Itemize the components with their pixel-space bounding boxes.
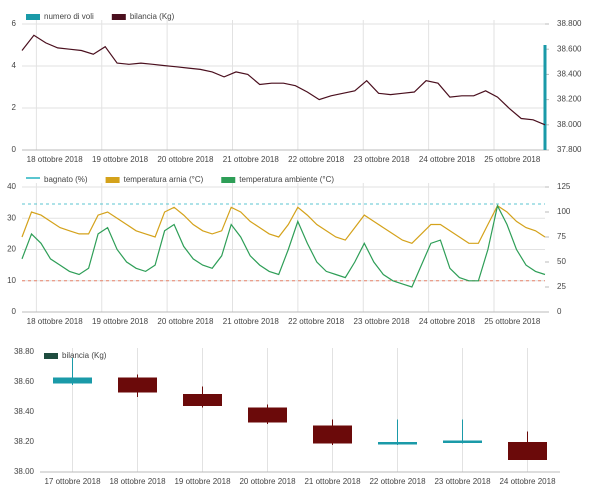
y-tick-label: 20 <box>7 245 16 254</box>
y2-tick-label: 37.800 <box>557 145 582 154</box>
y-tick-label: 0 <box>12 145 17 154</box>
legend-swatch <box>44 353 58 359</box>
candle-body <box>118 377 157 393</box>
candle-body <box>313 425 352 444</box>
x-tick-label: 21 ottobre 2018 <box>223 155 280 164</box>
candle-body <box>508 442 547 460</box>
legend-swatch <box>105 177 120 183</box>
x-tick-label: 23 ottobre 2018 <box>434 477 491 486</box>
y-tick-label: 6 <box>12 19 17 28</box>
x-tick-label: 25 ottobre 2018 <box>484 155 541 164</box>
candle-body <box>248 407 287 423</box>
y-tick-label: 2 <box>12 103 17 112</box>
y-tick-label: 4 <box>12 61 17 70</box>
x-tick-label: 20 ottobre 2018 <box>239 477 296 486</box>
y-tick-label: 10 <box>7 276 16 285</box>
x-tick-label: 24 ottobre 2018 <box>499 477 556 486</box>
y2-tick-label: 38.600 <box>557 44 582 53</box>
legend-swatch <box>26 177 40 179</box>
x-tick-label: 23 ottobre 2018 <box>354 155 411 164</box>
y-tick-label: 38.80 <box>14 347 35 356</box>
y-tick-label: 38.40 <box>14 407 35 416</box>
y2-tick-label: 0 <box>557 307 562 316</box>
x-tick-label: 19 ottobre 2018 <box>174 477 231 486</box>
y-tick-label: 38.20 <box>14 437 35 446</box>
y2-tick-label: 100 <box>557 207 571 216</box>
y2-tick-label: 38.800 <box>557 19 582 28</box>
candle-body <box>183 394 222 406</box>
legend-label: temperatura ambiente (°C) <box>239 175 334 184</box>
x-tick-label: 19 ottobre 2018 <box>92 155 149 164</box>
x-tick-label: 23 ottobre 2018 <box>354 317 411 326</box>
x-tick-label: 17 ottobre 2018 <box>44 477 101 486</box>
line <box>21 34 546 126</box>
candle-body <box>53 377 92 384</box>
x-tick-label: 24 ottobre 2018 <box>419 317 476 326</box>
legend-label: bilancia (Kg) <box>62 351 107 360</box>
y2-tick-label: 25 <box>557 282 566 291</box>
candle-body <box>443 440 482 443</box>
y-tick-label: 38.60 <box>14 377 35 386</box>
x-tick-label: 22 ottobre 2018 <box>369 477 426 486</box>
x-tick-label: 25 ottobre 2018 <box>484 317 541 326</box>
x-tick-label: 19 ottobre 2018 <box>92 317 149 326</box>
x-tick-label: 20 ottobre 2018 <box>157 155 214 164</box>
y2-tick-label: 75 <box>557 232 566 241</box>
x-tick-label: 18 ottobre 2018 <box>109 477 166 486</box>
x-tick-label: 21 ottobre 2018 <box>223 317 280 326</box>
legend-swatch <box>221 177 236 183</box>
x-tick-label: 22 ottobre 2018 <box>288 155 345 164</box>
y-tick-label: 0 <box>12 307 17 316</box>
legend-swatch <box>111 14 126 20</box>
y2-tick-label: 38.000 <box>557 120 582 129</box>
y-tick-label: 40 <box>7 182 16 191</box>
y2-tick-label: 50 <box>557 257 566 266</box>
y2-tick-label: 38.400 <box>557 70 582 79</box>
line <box>21 204 546 288</box>
legend-label: temperatura arnia (°C) <box>124 175 204 184</box>
legend-label: bilancia (Kg) <box>130 12 175 21</box>
legend-label: numero di voli <box>44 12 94 21</box>
y-tick-label: 30 <box>7 213 16 222</box>
x-tick-label: 21 ottobre 2018 <box>304 477 361 486</box>
x-tick-label: 24 ottobre 2018 <box>419 155 476 164</box>
y2-tick-label: 38.200 <box>557 95 582 104</box>
candle-body <box>378 442 417 445</box>
y-tick-label: 38.00 <box>14 467 35 476</box>
legend-swatch <box>26 14 40 20</box>
x-tick-label: 22 ottobre 2018 <box>288 317 345 326</box>
line <box>21 204 546 244</box>
legend-label: bagnato (%) <box>44 175 88 184</box>
x-tick-label: 20 ottobre 2018 <box>157 317 214 326</box>
x-tick-label: 18 ottobre 2018 <box>27 155 84 164</box>
x-tick-label: 18 ottobre 2018 <box>27 317 84 326</box>
y2-tick-label: 125 <box>557 182 571 191</box>
bar <box>543 45 547 150</box>
